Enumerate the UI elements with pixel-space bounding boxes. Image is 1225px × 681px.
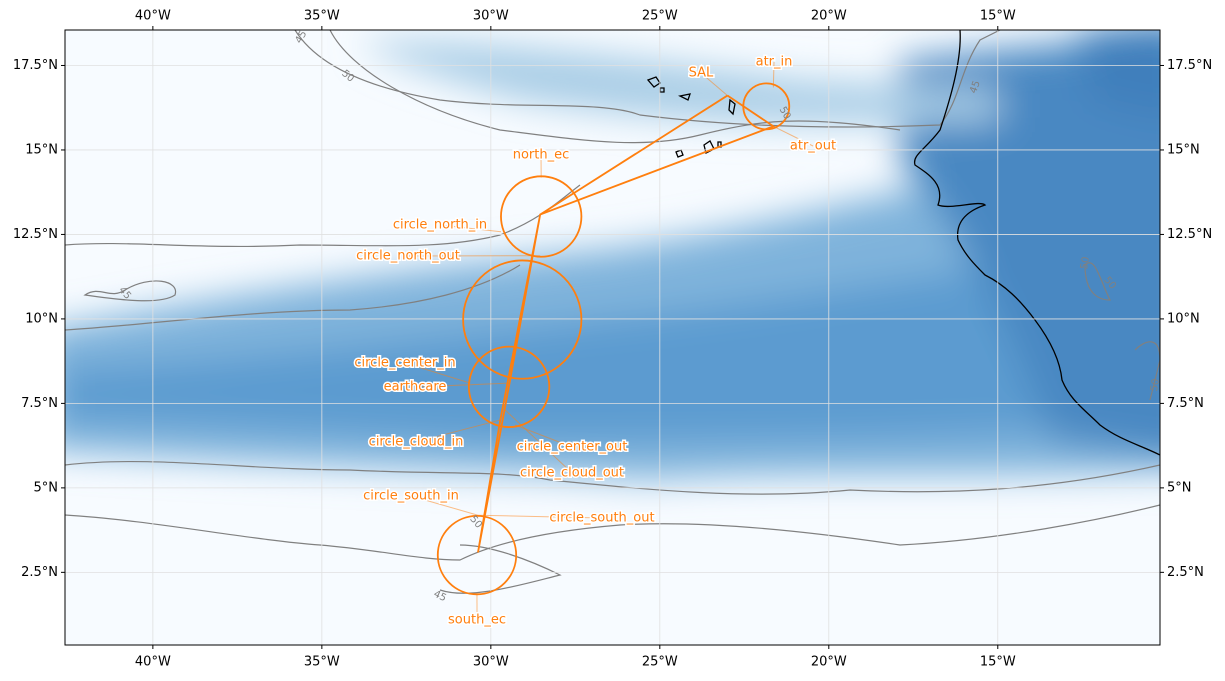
x-tick-label: 35°W	[304, 9, 340, 24]
y-tick-label: 15°N	[25, 142, 58, 157]
x-tick-label: 35°W	[304, 655, 340, 670]
y-tick-label: 12.5°N	[1167, 227, 1212, 242]
y-tick-label: 17.5°N	[1167, 58, 1212, 73]
background-field	[40, 20, 1200, 645]
contour-label: 50	[1079, 256, 1092, 270]
waypoint-label: circle_center_in	[354, 356, 455, 371]
waypoint-label: earthcare	[384, 380, 447, 395]
waypoint-label: circle_cloud_out	[520, 466, 624, 481]
x-tick-label: 25°W	[642, 9, 678, 24]
y-tick-label: 5°N	[1167, 480, 1192, 495]
y-tick-label: 10°N	[1167, 311, 1200, 326]
waypoint-label: atr_out	[790, 139, 836, 154]
y-tick-label: 15°N	[1167, 142, 1200, 157]
x-tick-label: 20°W	[811, 655, 847, 670]
x-tick-label: 30°W	[473, 655, 509, 670]
y-tick-label: 10°N	[25, 311, 58, 326]
waypoint-label: circle_north_in	[393, 218, 487, 233]
y-tick-label: 12.5°N	[13, 227, 58, 242]
waypoint-label: circle_south_in	[363, 489, 459, 504]
waypoint-label: circle_center_out	[517, 440, 628, 455]
waypoint-label: circle_cloud_in	[369, 435, 464, 450]
x-tick-label: 15°W	[980, 655, 1016, 670]
x-tick-label: 30°W	[473, 9, 509, 24]
waypoint-label: north_ec	[513, 148, 570, 163]
x-tick-label: 40°W	[135, 655, 171, 670]
x-tick-label: 25°W	[642, 655, 678, 670]
y-tick-label: 17.5°N	[13, 58, 58, 73]
y-tick-label: 5°N	[34, 480, 59, 495]
waypoint-label: atr_in	[756, 55, 793, 70]
x-tick-label: 40°W	[135, 9, 171, 24]
y-tick-label: 7.5°N	[21, 396, 58, 411]
y-tick-label: 2.5°N	[1167, 565, 1204, 580]
waypoint-label: circle_north_out	[356, 249, 460, 264]
x-tick-label: 15°W	[980, 9, 1016, 24]
x-tick-label: 20°W	[811, 9, 847, 24]
waypoint-label: south_ec	[448, 613, 506, 628]
waypoint-label: circle_south_out	[549, 511, 654, 526]
y-tick-label: 7.5°N	[1167, 396, 1204, 411]
waypoint-label: SAL	[689, 66, 714, 81]
y-tick-label: 2.5°N	[21, 565, 58, 580]
